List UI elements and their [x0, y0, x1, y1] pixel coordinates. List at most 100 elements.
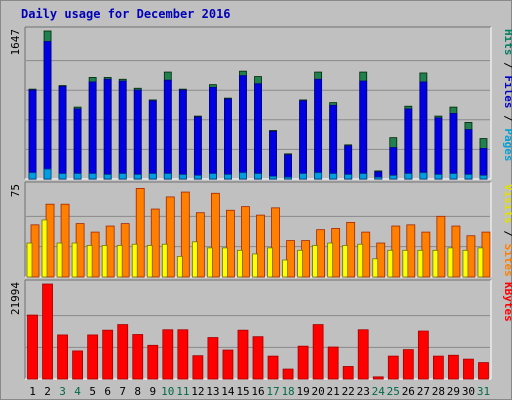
bar-pages-day-27: [419, 172, 428, 180]
bar-visits-day-16: [252, 253, 258, 278]
bar-visits-day-12: [191, 241, 198, 278]
bar-files-day-10: [163, 79, 172, 180]
bar-files-day-7: [118, 80, 127, 180]
bar-visits-day-30: [462, 249, 469, 278]
bar-kbytes-day-5: [87, 334, 99, 380]
bar-kbytes-day-26: [402, 349, 414, 380]
legend-separator: /: [502, 224, 512, 244]
bar-sites-day-14: [226, 209, 235, 278]
bar-files-day-25: [389, 147, 398, 180]
bar-sites-day-8: [135, 188, 145, 278]
day-label-19: 19: [296, 385, 309, 398]
day-label-12: 12: [191, 385, 204, 398]
bar-pages-day-30: [464, 174, 473, 180]
bar-visits-day-29: [447, 247, 454, 278]
bar-pages-day-16: [254, 173, 262, 180]
bar-files-day-9: [148, 100, 157, 180]
bar-files-day-28: [434, 117, 443, 180]
day-label-25: 25: [387, 385, 400, 398]
bar-pages-day-17: [269, 175, 277, 180]
bar-sites-day-11: [180, 191, 190, 278]
bar-sites-day-28: [436, 215, 446, 278]
day-label-8: 8: [134, 385, 141, 398]
bar-kbytes-day-16: [252, 336, 264, 380]
day-label-9: 9: [149, 385, 156, 398]
bar-visits-day-2: [41, 219, 48, 278]
bar-files-day-20: [314, 78, 323, 180]
bar-visits-day-24: [372, 258, 379, 278]
bar-kbytes-day-22: [342, 366, 354, 380]
bar-visits-day-25: [387, 249, 394, 278]
bar-kbytes-day-17: [267, 355, 279, 380]
bar-kbytes-day-28: [432, 355, 444, 380]
day-label-6: 6: [104, 385, 111, 398]
bar-kbytes-day-9: [147, 344, 159, 380]
bar-kbytes-day-31: [478, 362, 489, 380]
bar-files-day-18: [284, 154, 292, 180]
bar-sites-day-3: [60, 203, 70, 278]
bar-pages-day-25: [389, 175, 398, 180]
bar-pages-day-6: [103, 174, 112, 180]
legend-entry-kbytes: KBytes: [502, 282, 512, 322]
bar-files-day-11: [178, 89, 187, 180]
day-label-23: 23: [357, 385, 370, 398]
bar-pages-day-31: [479, 175, 488, 180]
day-label-13: 13: [206, 385, 219, 398]
bar-visits-day-19: [297, 249, 303, 278]
bar-files-day-5: [88, 81, 97, 180]
bar-pages-day-22: [344, 174, 353, 180]
bar-files-day-3: [58, 86, 67, 180]
bar-kbytes-day-15: [237, 329, 249, 380]
bar-visits-day-9: [146, 245, 153, 278]
bar-kbytes-day-14: [222, 349, 234, 380]
bar-pages-day-20: [314, 172, 323, 180]
legend-entry-pages: Pages: [502, 128, 512, 161]
bar-files-day-13: [209, 86, 217, 180]
day-label-1: 1: [29, 385, 36, 398]
bar-visits-day-5: [86, 245, 93, 278]
bar-files-day-31: [479, 148, 488, 180]
bar-pages-day-9: [148, 173, 157, 180]
day-label-24: 24: [372, 385, 386, 398]
bar-files-day-14: [224, 98, 232, 180]
bar-files-day-27: [419, 81, 428, 180]
bar-visits-day-27: [417, 249, 424, 278]
bar-kbytes-day-20: [312, 324, 324, 380]
bar-kbytes-day-4: [72, 350, 84, 380]
bar-files-day-23: [359, 80, 368, 180]
legend-entry-visits: Visits: [502, 184, 512, 224]
bar-visits-day-14: [222, 247, 228, 278]
day-label-21: 21: [327, 385, 340, 398]
day-label-28: 28: [432, 385, 445, 398]
bar-kbytes-day-24: [372, 376, 384, 380]
bar-visits-day-23: [357, 243, 364, 278]
bar-kbytes-day-23: [357, 329, 369, 380]
bar-pages-day-12: [193, 175, 202, 180]
bar-sites-day-18: [286, 240, 295, 278]
bar-pages-day-23: [359, 173, 368, 180]
bar-pages-day-19: [299, 173, 307, 180]
day-label-31: 31: [477, 385, 490, 398]
bar-sites-day-17: [271, 207, 280, 278]
bar-files-day-12: [193, 116, 202, 180]
bar-sites-day-13: [210, 192, 220, 278]
bar-visits-day-6: [101, 245, 108, 278]
bar-sites-day-15: [241, 206, 250, 278]
bar-visits-day-22: [342, 245, 349, 278]
day-label-22: 22: [342, 385, 355, 398]
legend-sites-visits: Visits / Sites: [502, 184, 512, 277]
bar-kbytes-day-30: [463, 358, 474, 380]
bar-files-day-2: [43, 41, 52, 180]
bar-pages-day-21: [329, 173, 338, 180]
max-label-kbytes: 21994: [9, 282, 22, 315]
bar-visits-day-31: [477, 247, 484, 278]
bar-files-day-16: [254, 83, 262, 180]
bar-visits-day-15: [237, 249, 243, 278]
bar-kbytes-day-7: [117, 324, 129, 380]
bar-files-day-4: [73, 108, 82, 180]
legend-entry-sites: Sites: [502, 244, 512, 277]
bar-pages-day-13: [209, 173, 217, 180]
bar-kbytes-day-13: [207, 337, 219, 380]
